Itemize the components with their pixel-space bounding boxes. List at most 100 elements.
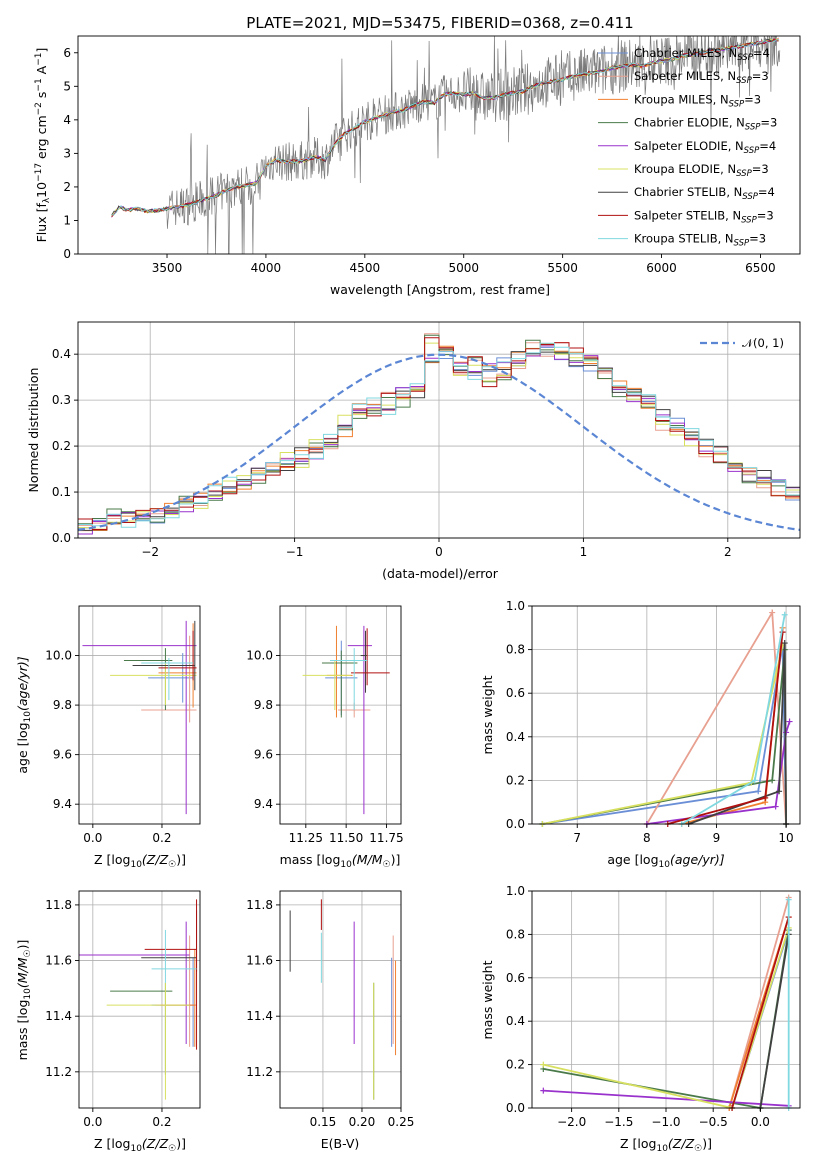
residuals-xlabel: (data-model)/error [382, 566, 499, 581]
y-tick-label: 11.2 [246, 1065, 273, 1079]
legend-entry: Salpeter ELODIE, NSSP=4 [634, 139, 776, 156]
y-tick-label: 2 [63, 180, 71, 194]
weight-line [731, 916, 790, 1109]
y-tick-label: 0.8 [506, 927, 525, 941]
weight-age-xlabel: age [log10(age/yr)] [607, 852, 724, 870]
y-tick-label: 0.6 [506, 971, 525, 985]
x-tick-label: 0.0 [83, 1115, 102, 1129]
weight-line [543, 1089, 789, 1107]
y-tick-label: 10.0 [45, 649, 72, 663]
y-tick-label: 0.0 [506, 1101, 525, 1115]
weight-z-ylabel: mass weight [480, 960, 495, 1039]
x-tick-label: 0.0 [83, 831, 102, 845]
y-tick-label: 6 [63, 46, 71, 60]
y-tick-label: 1.0 [506, 884, 525, 898]
legend-entry: Salpeter STELIB, NSSP=3 [634, 208, 774, 225]
weight-marker [769, 609, 776, 616]
y-tick-label: 10.0 [246, 649, 273, 663]
x-tick-label: 4000 [251, 261, 282, 275]
x-tick-label: 0.2 [152, 831, 171, 845]
age-mass-xlabel: mass [log10(M/M☉)] [280, 852, 401, 870]
weight-z-xlabel: Z [log10(Z/Z☉)] [620, 1136, 712, 1154]
mass-ebv-panel: 0.15 0.20 0.25 11.2 11.4 11.6 11.8 E(B-V) [246, 890, 415, 1151]
x-tick-label: 0.20 [349, 1115, 376, 1129]
x-tick-label: 4500 [350, 261, 381, 275]
x-tick-label: −2.0 [557, 1115, 586, 1129]
legend-entry: Kroupa ELODIE, NSSP=3 [634, 162, 769, 179]
x-tick-label: −1.0 [651, 1115, 680, 1129]
y-tick-label: 0.4 [506, 730, 525, 744]
weight-marker [755, 788, 762, 795]
spectrum-xlabel: wavelength [Angstrom, rest frame] [330, 282, 550, 297]
y-tick-label: 11.6 [45, 954, 72, 968]
x-tick-label: 8 [643, 831, 651, 845]
weight-marker [540, 1087, 547, 1094]
y-tick-label: 0.0 [52, 531, 71, 545]
age-z-panel: 0.0 0.2 9.4 9.6 9.8 10.0 Z [log10(Z/Z☉)] age … [15, 605, 201, 870]
weight-marker [751, 777, 758, 784]
x-tick-label: 5000 [448, 261, 479, 275]
x-tick-label: 11.75 [369, 831, 403, 845]
weight-marker [762, 794, 769, 801]
weight-marker [776, 788, 783, 795]
spectrum-legend: Chabrier MILES, NSSP=4 Salpeter MILES, NS… [598, 46, 777, 249]
x-tick-label: 5500 [547, 261, 578, 275]
y-tick-label: 9.6 [53, 748, 72, 762]
legend-entry: Chabrier ELODIE, NSSP=3 [634, 116, 777, 133]
legend-entry: Salpeter MILES, NSSP=3 [634, 69, 769, 86]
y-tick-label: 4 [63, 113, 71, 127]
x-tick-label: 6500 [745, 261, 776, 275]
y-tick-label: 11.4 [45, 1009, 72, 1023]
weight-marker [781, 611, 788, 618]
y-tick-label: 1 [63, 213, 71, 227]
y-tick-label: 0.3 [52, 393, 71, 407]
weight-marker [769, 777, 776, 784]
spectrum-ylabel: Flux [fλ10−17 erg cm−2 s−1 A−1] [34, 48, 52, 243]
mass-z-ylabel: mass [log10(M/M☉)] [15, 940, 33, 1061]
y-tick-label: 9.4 [254, 797, 273, 811]
y-tick-label: 0.2 [52, 439, 71, 453]
age-z-axes [78, 605, 201, 825]
weight-marker [772, 803, 779, 810]
y-tick-label: 0.1 [52, 485, 71, 499]
legend-entry: Chabrier STELIB, NSSP=4 [634, 185, 775, 202]
spectrum-panel: PLATE=2021, MJD=53475, FIBERID=0368, z=0… [34, 14, 801, 297]
weight-z-panel: −2.0 −1.5 −1.0 −0.5 0.0 0.0 0.2 0.4 0.6 0.8 1.0 Z … [480, 884, 801, 1154]
weight-line [542, 645, 787, 825]
weight-marker [785, 896, 792, 903]
normal-legend-label: 𝒩(0, 1) [742, 336, 784, 350]
y-tick-label: 11.2 [45, 1065, 72, 1079]
model-spectrum-line [111, 39, 779, 216]
x-tick-label: 0.25 [388, 1115, 415, 1129]
x-tick-label: 6000 [646, 261, 677, 275]
x-tick-label: 1 [580, 545, 588, 559]
age-z-xlabel: Z [log10(Z/Z☉)] [94, 852, 186, 870]
weight-line [759, 934, 790, 1109]
x-tick-label: 0.2 [152, 1115, 171, 1129]
y-tick-label: 9.8 [53, 698, 72, 712]
y-tick-label: 11.8 [246, 898, 273, 912]
weight-line [688, 643, 787, 825]
x-tick-label: 10 [778, 831, 793, 845]
mass-z-axes [78, 890, 201, 1109]
y-tick-label: 0.2 [506, 1058, 525, 1072]
y-tick-label: 0.2 [506, 773, 525, 787]
y-tick-label: 9.6 [254, 748, 273, 762]
x-tick-label: −1 [286, 545, 304, 559]
y-tick-label: 1.0 [506, 599, 525, 613]
legend-entry: Kroupa STELIB, NSSP=3 [634, 232, 766, 249]
y-tick-label: 0.4 [52, 347, 71, 361]
y-tick-label: 9.8 [254, 698, 273, 712]
legend-entry: Chabrier MILES, NSSP=4 [634, 46, 770, 63]
x-tick-label: 7 [573, 831, 581, 845]
x-tick-label: 9 [713, 831, 721, 845]
mass-ebv-xlabel: E(B-V) [321, 1136, 360, 1151]
histogram-step [78, 337, 800, 530]
age-z-ylabel: age [log10(age/yr)] [15, 656, 33, 773]
histogram-step [78, 342, 800, 528]
weight-line [728, 897, 790, 1109]
weight-age-ylabel: mass weight [480, 675, 495, 754]
mass-z-panel: 0.0 0.2 11.2 11.4 11.6 11.8 Z [log10(Z/Z☉)] m… [15, 890, 201, 1154]
x-tick-label: 11.50 [329, 831, 363, 845]
